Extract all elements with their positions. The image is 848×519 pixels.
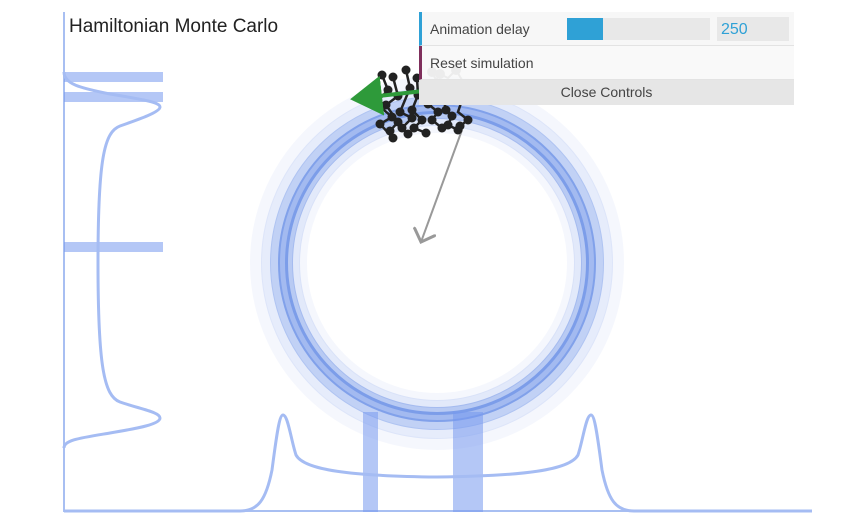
trajectory-points xyxy=(371,65,473,143)
close-controls-button[interactable]: Close Controls xyxy=(419,80,794,105)
animation-delay-slider-fill xyxy=(567,18,603,40)
animation-delay-slider[interactable] xyxy=(567,18,710,40)
y-marginal-density-curve xyxy=(62,71,162,449)
target-density-ring xyxy=(250,76,624,450)
y-marginal-bar xyxy=(64,72,163,82)
gradient-arrow xyxy=(421,129,463,242)
animation-delay-control: Animation delay 250 xyxy=(419,12,794,46)
x-marginal-bar xyxy=(453,412,483,512)
controls-panel: Animation delay 250 Reset simulation Clo… xyxy=(419,12,794,105)
y-marginal-bar xyxy=(64,92,163,102)
reset-simulation-label: Reset simulation xyxy=(430,55,534,71)
reset-simulation-button[interactable]: Reset simulation xyxy=(419,46,794,80)
x-marginal-density-curve xyxy=(64,413,812,513)
x-marginal-bar xyxy=(363,412,378,512)
animation-delay-input[interactable]: 250 xyxy=(717,17,789,41)
y-marginal-bar xyxy=(64,242,163,252)
animation-delay-label: Animation delay xyxy=(430,21,530,37)
page-title: Hamiltonian Monte Carlo xyxy=(69,16,279,37)
